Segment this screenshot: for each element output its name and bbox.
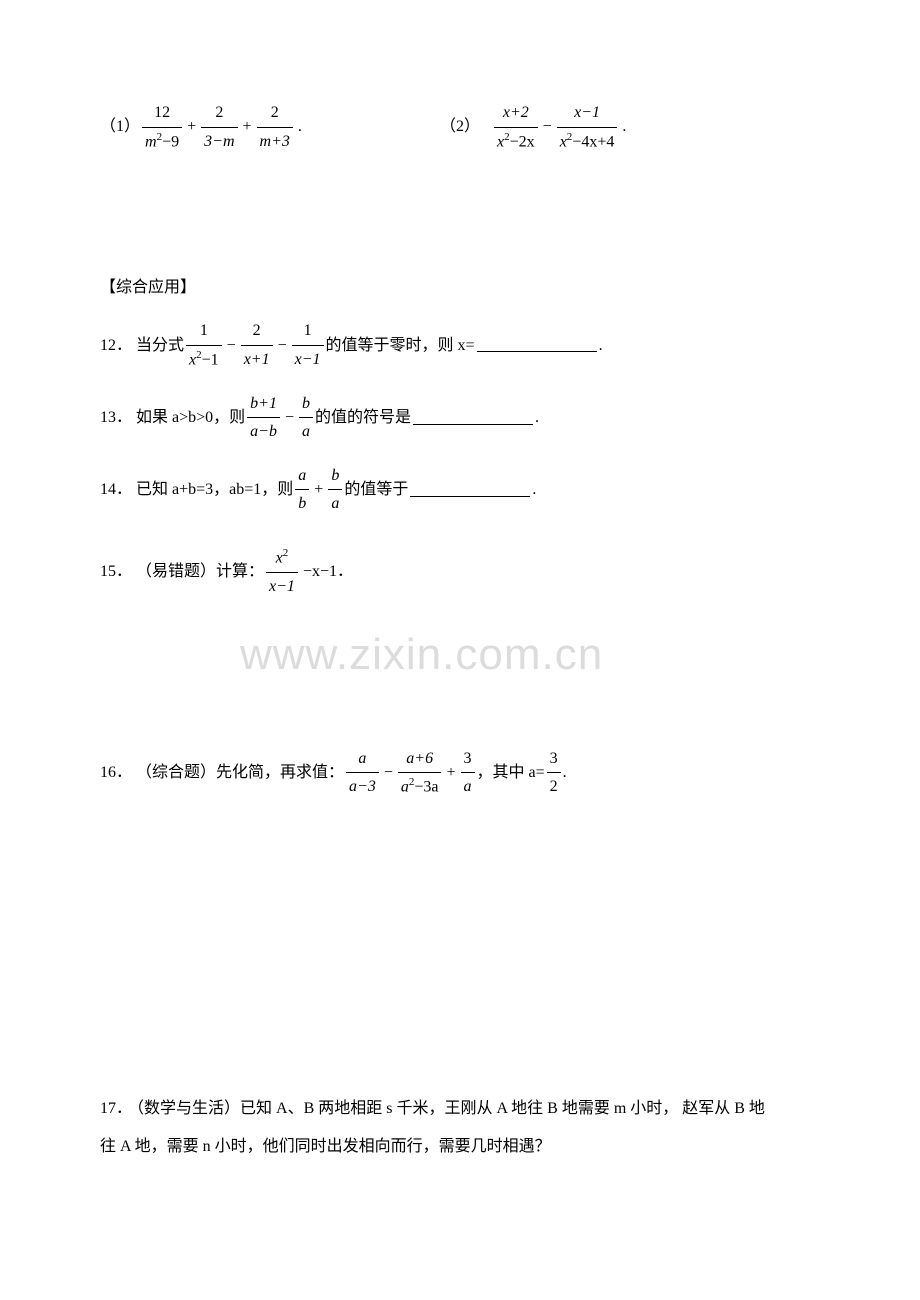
problem-11-1: （1） 12m2−9 + 23−m + 2m+3 . xyxy=(100,100,440,155)
spacer-1 xyxy=(100,618,820,728)
qnum-15: 15． xyxy=(100,559,132,585)
question-16: 16． （综合题）先化简，再求值： aa−3 − a+6a2−3a + 3a ，… xyxy=(100,746,820,801)
q16-pre: （综合题）先化简，再求值： xyxy=(136,760,344,786)
q17-line1: （数学与生活）已知 A、B 两地相距 s 千米，王刚从 A 地往 B 地需要 m… xyxy=(136,1100,765,1117)
q12-blank xyxy=(477,338,597,352)
qnum-17: 17． xyxy=(100,1100,132,1117)
q15-pre: （易错题）计算： xyxy=(136,559,264,585)
q13-expr: b+1a−b − ba xyxy=(245,391,315,445)
q14-mid: 的值等于 xyxy=(344,477,408,503)
q16-mid: ，其中 a= xyxy=(477,760,545,786)
q17-line2: 往 A 地，需要 n 小时，他们同时出发相向而行，需要几时相遇？ xyxy=(100,1138,551,1155)
expr-11-2: x+2x2−2x − x−1x2−4x+4 . xyxy=(492,100,629,155)
qnum-13: 13． xyxy=(100,405,132,431)
question-12: 12． 当分式 1x2−1 − 2x+1 − 1x−1 的值等于零时，则 x= … xyxy=(100,318,820,373)
q16-rhs: 32 xyxy=(545,746,563,800)
question-14: 14． 已知 a+b=3，ab=1，则 ab + ba 的值等于 . xyxy=(100,463,820,517)
q13-pre: 如果 a>b>0，则 xyxy=(136,405,245,431)
qnum-16: 16． xyxy=(100,760,132,786)
label-11-1: （1） xyxy=(100,114,140,140)
spacer-2 xyxy=(100,818,820,1078)
q12-pre: 当分式 xyxy=(136,333,184,359)
question-15: 15． （易错题）计算： x2x−1 −x−1． xyxy=(100,545,820,600)
problem-11-row: （1） 12m2−9 + 23−m + 2m+3 . （2） x+2x2−2x … xyxy=(100,100,820,155)
expr-11-1: 12m2−9 + 23−m + 2m+3 . xyxy=(140,100,305,155)
qnum-14: 14． xyxy=(100,477,132,503)
problem-11-2: （2） x+2x2−2x − x−1x2−4x+4 . xyxy=(440,100,820,155)
q14-blank xyxy=(410,483,530,497)
q14-pre: 已知 a+b=3，ab=1，则 xyxy=(136,477,293,503)
q16-post: . xyxy=(563,760,567,786)
q14-post: . xyxy=(532,477,536,503)
q13-blank xyxy=(413,411,533,425)
q12-mid: 的值等于零时，则 x= xyxy=(326,333,475,359)
qnum-12: 12． xyxy=(100,333,132,359)
q12-post: . xyxy=(599,333,603,359)
q14-expr: ab + ba xyxy=(293,463,344,517)
q15-expr: x2x−1 −x−1． xyxy=(264,545,356,600)
q13-post: . xyxy=(535,405,539,431)
label-11-2: （2） xyxy=(440,114,480,140)
section-title: 【综合应用】 xyxy=(100,275,820,301)
q16-expr: aa−3 − a+6a2−3a + 3a xyxy=(344,746,476,801)
q12-expr: 1x2−1 − 2x+1 − 1x−1 xyxy=(184,318,326,373)
question-17: 17．（数学与生活）已知 A、B 两地相距 s 千米，王刚从 A 地往 B 地需… xyxy=(100,1090,820,1167)
question-13: 13． 如果 a>b>0，则 b+1a−b − ba 的值的符号是 . xyxy=(100,391,820,445)
q13-mid: 的值的符号是 xyxy=(315,405,411,431)
